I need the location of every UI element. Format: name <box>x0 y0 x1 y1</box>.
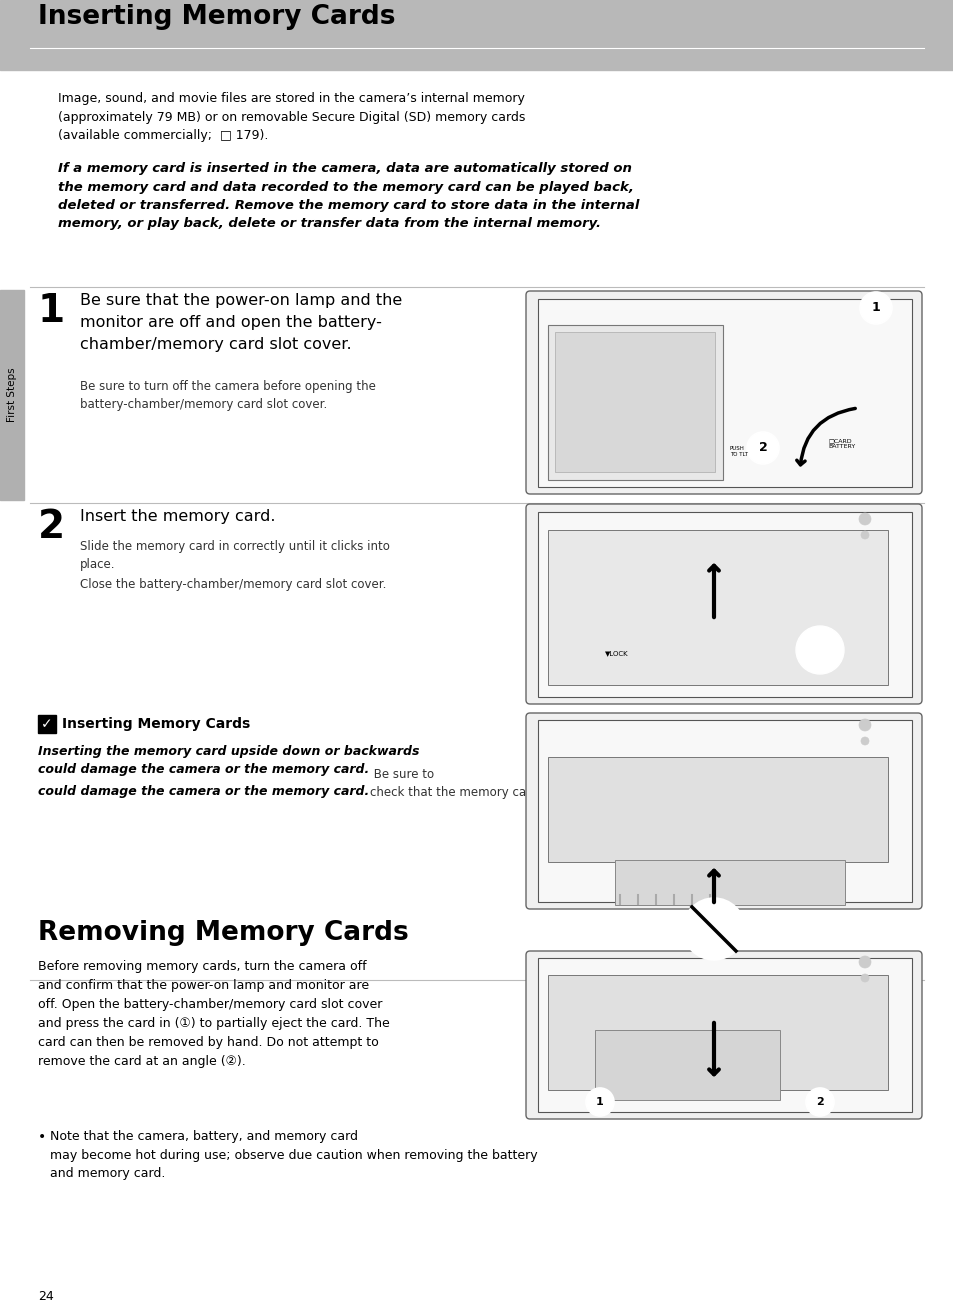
Text: Be sure to
check that the memory card is in the correct orientation.: Be sure to check that the memory card is… <box>370 767 706 799</box>
Text: •: • <box>38 1130 46 1144</box>
Bar <box>555 332 714 472</box>
Circle shape <box>795 625 843 674</box>
Circle shape <box>858 719 870 731</box>
FancyBboxPatch shape <box>525 714 921 909</box>
Text: First Steps: First Steps <box>7 368 17 422</box>
Bar <box>0 290 24 501</box>
Text: PUSH
TO TLT: PUSH TO TLT <box>729 445 747 457</box>
Text: Be sure to turn off the camera before opening the
battery-chamber/memory card sl: Be sure to turn off the camera before op… <box>80 380 375 411</box>
Text: Insert the memory card.: Insert the memory card. <box>80 509 275 524</box>
Circle shape <box>859 292 891 325</box>
Text: Inserting Memory Cards: Inserting Memory Cards <box>62 717 250 731</box>
Bar <box>537 512 911 696</box>
Bar <box>537 720 911 901</box>
Circle shape <box>683 899 743 959</box>
Bar <box>547 530 887 685</box>
Bar <box>537 300 911 487</box>
Circle shape <box>585 1088 614 1116</box>
Text: □CARD
BATTERY: □CARD BATTERY <box>827 438 854 449</box>
Text: ✓: ✓ <box>41 717 52 731</box>
Circle shape <box>861 737 868 745</box>
Text: Removing Memory Cards: Removing Memory Cards <box>38 920 408 946</box>
Text: Inserting Memory Cards: Inserting Memory Cards <box>38 4 395 30</box>
Bar <box>547 975 887 1091</box>
Text: Inserting the memory card upside down or backwards
could damage the camera or th: Inserting the memory card upside down or… <box>38 745 419 777</box>
Circle shape <box>746 432 779 464</box>
Text: Before removing memory cards, turn the camera off
and confirm that the power-on : Before removing memory cards, turn the c… <box>38 961 390 1068</box>
Circle shape <box>858 957 870 968</box>
Text: Note that the camera, battery, and memory card
may become hot during use; observ: Note that the camera, battery, and memor… <box>50 1130 537 1180</box>
Text: Be sure that the power-on lamp and the
monitor are off and open the battery-
cha: Be sure that the power-on lamp and the m… <box>80 293 402 352</box>
Text: could damage the camera or the memory card.: could damage the camera or the memory ca… <box>38 784 369 798</box>
Text: 2: 2 <box>815 1097 823 1106</box>
Text: 1: 1 <box>596 1097 603 1106</box>
Bar <box>547 325 722 480</box>
Text: ▼LOCK: ▼LOCK <box>604 650 628 656</box>
Bar <box>615 859 844 905</box>
Text: 24: 24 <box>38 1290 53 1303</box>
Text: If a memory card is inserted in the camera, data are automatically stored on
the: If a memory card is inserted in the came… <box>58 162 639 230</box>
Bar <box>38 715 56 733</box>
FancyBboxPatch shape <box>525 290 921 494</box>
Text: Slide the memory card in correctly until it clicks into
place.: Slide the memory card in correctly until… <box>80 540 390 572</box>
Text: 2: 2 <box>38 509 65 547</box>
Bar <box>0 0 953 70</box>
Circle shape <box>861 531 868 539</box>
Circle shape <box>861 974 868 982</box>
Circle shape <box>858 512 870 526</box>
Text: 1: 1 <box>38 292 65 330</box>
FancyBboxPatch shape <box>525 951 921 1120</box>
Text: 1: 1 <box>871 301 880 314</box>
Bar <box>537 958 911 1112</box>
FancyBboxPatch shape <box>525 505 921 704</box>
Bar <box>547 757 887 862</box>
Bar <box>595 1030 780 1100</box>
Text: 2: 2 <box>758 442 766 455</box>
Text: Image, sound, and movie files are stored in the camera’s internal memory
(approx: Image, sound, and movie files are stored… <box>58 92 525 142</box>
Text: Close the battery-chamber/memory card slot cover.: Close the battery-chamber/memory card sl… <box>80 578 386 591</box>
Circle shape <box>805 1088 833 1116</box>
